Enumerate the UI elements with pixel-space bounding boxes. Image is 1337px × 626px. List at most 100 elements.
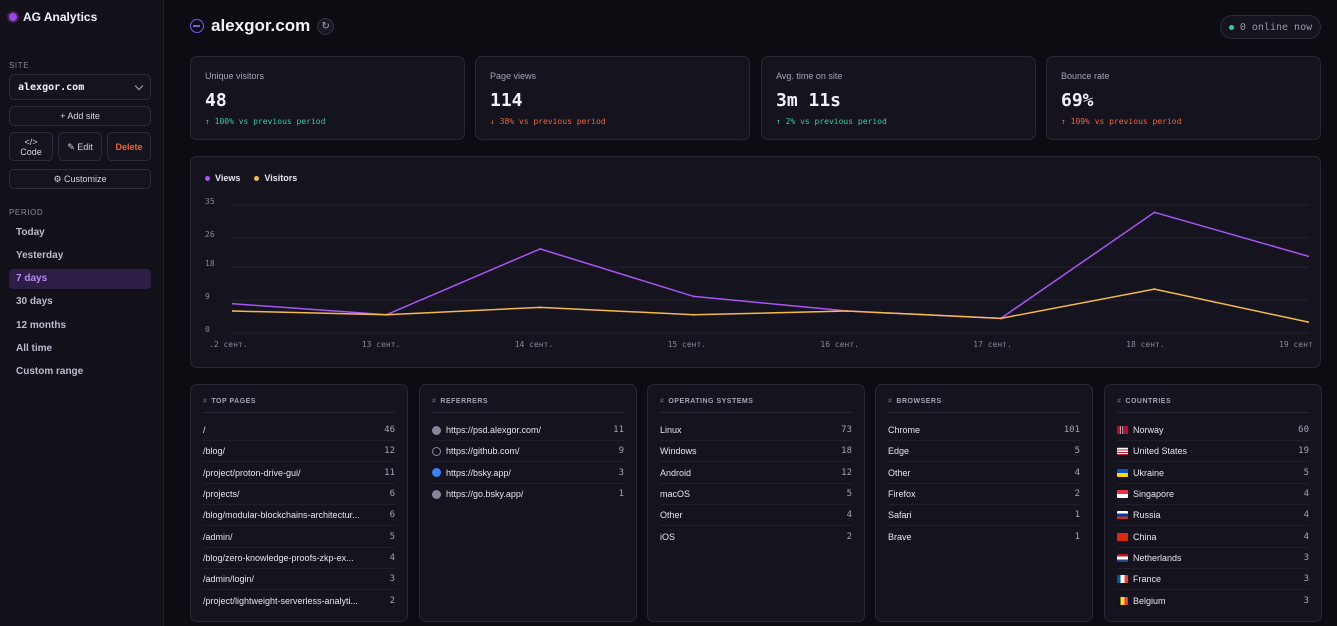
list-item-name-wrap: /admin/login/ bbox=[203, 574, 254, 584]
list-item-label: /projects/ bbox=[203, 488, 240, 499]
panel-referrers: # REFERRERS https://psd.alexgor.com/11 http… bbox=[419, 384, 637, 622]
list-item[interactable]: Ukraine 5 bbox=[1117, 463, 1309, 484]
list-item[interactable]: France 3 bbox=[1117, 569, 1309, 591]
customize-button[interactable]: ⚙ Customize bbox=[9, 169, 151, 189]
list-item[interactable]: /admin/login/3 bbox=[203, 569, 395, 591]
data-point-visitors[interactable] bbox=[385, 313, 388, 316]
data-point-visitors[interactable] bbox=[1153, 288, 1156, 291]
period-item[interactable]: Yesterday bbox=[16, 249, 64, 261]
list-item[interactable]: Chrome 101 bbox=[888, 420, 1080, 441]
period-item[interactable]: 12 months bbox=[16, 319, 67, 331]
data-point-views[interactable] bbox=[692, 295, 695, 298]
panel-title-text: TOP PAGES bbox=[211, 398, 256, 405]
list-item-count: 2 bbox=[389, 595, 395, 606]
list-item-count: 19 bbox=[1298, 446, 1309, 457]
data-point-visitors[interactable] bbox=[232, 310, 234, 313]
period-item[interactable]: Today bbox=[16, 226, 45, 238]
list-item[interactable]: Russia 4 bbox=[1117, 505, 1309, 527]
flag-ru-icon bbox=[1117, 511, 1128, 520]
data-point-visitors[interactable] bbox=[539, 306, 542, 309]
data-point-views[interactable] bbox=[1153, 211, 1156, 214]
legend-views-label: Views bbox=[215, 173, 241, 183]
list-item[interactable]: /admin/5 bbox=[203, 527, 395, 548]
add-site-button[interactable]: + Add site bbox=[9, 106, 151, 126]
list-item[interactable]: Other 4 bbox=[888, 463, 1080, 484]
period-item[interactable]: 30 days bbox=[16, 296, 53, 308]
list-item-count: 1 bbox=[618, 489, 624, 500]
list-item-label: /admin/login/ bbox=[203, 574, 255, 585]
brand[interactable]: AG Analytics bbox=[9, 10, 97, 24]
list-item[interactable]: Safari 1 bbox=[888, 505, 1080, 527]
data-point-visitors[interactable] bbox=[692, 313, 695, 316]
list-item[interactable]: /blog/modular-blockchains-architectur...… bbox=[203, 505, 395, 527]
list-item[interactable]: Windows 18 bbox=[660, 441, 852, 463]
code-button[interactable]: </> Code bbox=[9, 132, 53, 161]
y-tick-label: 35 bbox=[205, 197, 215, 206]
delete-button[interactable]: Delete bbox=[107, 132, 151, 161]
list-item-count: 5 bbox=[846, 488, 852, 499]
list-item[interactable]: Linux 73 bbox=[660, 420, 852, 441]
list-item[interactable]: /blog/zero-knowledge-proofs-zkp-ex... 4 bbox=[203, 548, 395, 569]
period-item[interactable]: 7 days bbox=[9, 268, 151, 289]
list-item-label: https://bsky.app/ bbox=[446, 467, 511, 478]
list-item[interactable]: macOS 5 bbox=[660, 484, 852, 505]
period-item[interactable]: All time bbox=[16, 343, 53, 354]
period-item[interactable]: Custom range bbox=[16, 366, 84, 378]
data-point-visitors[interactable] bbox=[999, 317, 1002, 320]
page-title: alexgor.com bbox=[211, 16, 311, 35]
stat-card: Bounce rate 69% ↑ 109% vs previous period bbox=[1046, 56, 1321, 140]
list-item[interactable]: Norway 60 bbox=[1117, 420, 1309, 441]
hash-icon: # bbox=[660, 398, 665, 405]
stat-delta: ↑ 2% vs previous period bbox=[776, 117, 887, 126]
traffic-chart: Views Visitors 35 26 18 9 0 .2 сент. 13 сент. 1… bbox=[190, 156, 1321, 368]
x-tick-label: 14 сент. bbox=[514, 340, 554, 349]
list-item[interactable]: /project/proton-drive-gui/11 bbox=[203, 463, 395, 484]
x-tick-label: 13 сент. bbox=[361, 340, 401, 349]
list-item-count: 3 bbox=[1303, 574, 1309, 585]
data-point-views[interactable] bbox=[539, 247, 542, 250]
data-point-views[interactable] bbox=[232, 302, 234, 305]
list-item[interactable]: /projects/6 bbox=[203, 484, 395, 505]
list-item[interactable]: Firefox 2 bbox=[888, 484, 1080, 505]
data-point-views[interactable] bbox=[1307, 255, 1309, 258]
list-item[interactable]: Android 12 bbox=[660, 463, 852, 484]
list-item-label: United States bbox=[1133, 446, 1188, 457]
list-item-name-wrap: /blog/modular-blockchains-architectur... bbox=[203, 510, 360, 520]
list-item[interactable]: Other 4 bbox=[660, 505, 852, 527]
list-item[interactable]: /blog/12 bbox=[203, 441, 395, 463]
list-item[interactable]: https://bsky.app/3 bbox=[432, 463, 624, 484]
list-item[interactable]: Brave 1 bbox=[888, 527, 1080, 548]
chart-plot[interactable] bbox=[191, 157, 1322, 369]
list-item[interactable]: iOS 2 bbox=[660, 527, 852, 548]
site-select[interactable]: alexgor.com bbox=[9, 74, 151, 100]
list-item-label: China bbox=[1133, 531, 1157, 542]
list-item-count: 4 bbox=[846, 510, 852, 521]
series-line-visitors[interactable] bbox=[232, 288, 1309, 323]
series-line-views[interactable] bbox=[232, 211, 1309, 320]
list-item-name-wrap: Brave bbox=[888, 532, 912, 542]
panel-title: # TOP PAGES bbox=[203, 398, 256, 405]
list-item[interactable]: Belgium 3 bbox=[1117, 590, 1309, 611]
list-item[interactable]: /project/lightweight-serverless-analyti.… bbox=[203, 590, 395, 611]
edit-button[interactable]: ✎ Edit bbox=[58, 132, 102, 161]
legend-views[interactable]: Views bbox=[205, 173, 240, 183]
list-item-count: 4 bbox=[389, 552, 395, 563]
list-item[interactable]: China 4 bbox=[1117, 527, 1309, 548]
status-dot-icon bbox=[1228, 24, 1234, 30]
legend-visitors[interactable]: Visitors bbox=[254, 173, 297, 183]
list-item[interactable]: https://go.bsky.app/1 bbox=[432, 484, 624, 505]
list-item[interactable]: https://github.com/9 bbox=[432, 441, 624, 463]
list-item-count: 2 bbox=[1074, 488, 1080, 499]
data-point-visitors[interactable] bbox=[846, 310, 849, 313]
list-item[interactable]: Netherlands 3 bbox=[1117, 548, 1309, 569]
refresh-button[interactable]: ↻ bbox=[317, 17, 335, 35]
list-item[interactable]: / 46 bbox=[203, 420, 395, 441]
list-item[interactable]: https://psd.alexgor.com/11 bbox=[432, 420, 624, 441]
hash-icon: # bbox=[432, 398, 437, 405]
list-item-label: Brave bbox=[888, 532, 912, 542]
data-point-visitors[interactable] bbox=[1307, 321, 1309, 324]
list-item[interactable]: Singapore 4 bbox=[1117, 484, 1309, 505]
list-item[interactable]: United States 19 bbox=[1117, 441, 1309, 463]
list-item-label: Belgium bbox=[1133, 595, 1166, 606]
list-item[interactable]: Edge 5 bbox=[888, 441, 1080, 463]
